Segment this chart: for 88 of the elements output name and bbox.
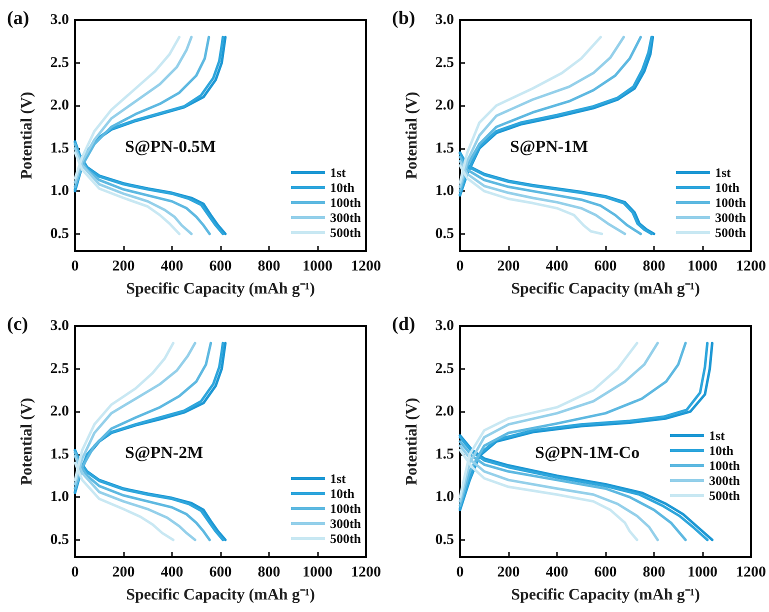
annotation: S@PN-0.5M xyxy=(125,137,216,156)
x-tick-label: 0 xyxy=(71,564,79,580)
legend-label: 500th xyxy=(708,488,741,503)
y-tick-label: 2.5 xyxy=(50,54,69,71)
x-tick-label: 400 xyxy=(546,258,568,274)
x-tick-label: 600 xyxy=(209,564,232,580)
x-tick-label: 1000 xyxy=(688,564,718,580)
x-axis-title: Specific Capacity (mAh g⁻¹) xyxy=(511,280,700,298)
y-axis-title: Potential (V) xyxy=(18,92,36,180)
y-tick-label: 3.0 xyxy=(435,318,454,334)
chart-title: (d) xyxy=(392,314,416,335)
x-tick-label: 1200 xyxy=(736,564,766,580)
legend-label: 500th xyxy=(330,531,362,546)
y-axis-title: Potential (V) xyxy=(404,398,420,486)
y-tick-label: 2.0 xyxy=(50,98,69,114)
y-tick-label: 2.0 xyxy=(50,404,69,420)
x-axis-title: Specific Capacity (mAh g⁻¹) xyxy=(511,586,700,604)
x-tick-label: 200 xyxy=(112,258,135,274)
annotation: S@PN-1M xyxy=(510,137,588,156)
x-tick-label: 400 xyxy=(160,564,184,580)
y-tick-label: 2.5 xyxy=(50,360,69,377)
legend-label: 10th xyxy=(330,180,356,195)
legend-label: 300th xyxy=(714,210,747,225)
x-tick-label: 1200 xyxy=(736,258,766,274)
legend-label: 10th xyxy=(330,486,356,501)
legend-label: 1st xyxy=(714,165,732,180)
y-tick-label: 1.5 xyxy=(50,140,69,156)
x-tick-label: 800 xyxy=(642,258,666,274)
y-tick-label: 0.5 xyxy=(50,532,69,548)
annotation: S@PN-1M-Co xyxy=(535,443,640,462)
x-tick-label: 600 xyxy=(594,564,617,580)
y-tick-label: 3.0 xyxy=(435,12,454,28)
annotation: S@PN-2M xyxy=(125,443,204,462)
chart-title: (c) xyxy=(7,314,28,335)
chart-title: (a) xyxy=(7,8,30,29)
x-axis-title: Specific Capacity (mAh g⁻¹) xyxy=(126,280,315,298)
legend-label: 1st xyxy=(330,165,346,180)
legend-label: 500th xyxy=(714,225,747,240)
x-tick-label: 800 xyxy=(642,564,666,580)
legend-label: 300th xyxy=(708,473,741,488)
x-tick-label: 400 xyxy=(160,258,184,274)
legend-label: 500th xyxy=(330,225,362,240)
legend-label: 10th xyxy=(714,180,740,195)
x-tick-label: 400 xyxy=(546,564,568,580)
legend-label: 100th xyxy=(330,501,362,516)
y-tick-label: 1.0 xyxy=(435,489,454,506)
y-tick-label: 1.0 xyxy=(50,183,69,200)
y-tick-label: 1.5 xyxy=(435,140,454,156)
x-tick-label: 800 xyxy=(258,258,280,274)
y-tick-label: 2.0 xyxy=(435,98,454,114)
x-tick-label: 1000 xyxy=(688,258,718,274)
y-tick-label: 0.5 xyxy=(435,532,454,548)
y-tick-label: 1.0 xyxy=(50,489,69,506)
x-tick-label: 1200 xyxy=(351,258,381,274)
x-tick-label: 0 xyxy=(456,258,464,274)
y-tick-label: 1.0 xyxy=(435,183,454,200)
x-tick-label: 200 xyxy=(112,564,135,580)
x-tick-label: 1000 xyxy=(302,258,332,274)
x-axis-title: Specific Capacity (mAh g⁻¹) xyxy=(126,586,315,604)
y-tick-label: 3.0 xyxy=(50,318,69,334)
x-tick-label: 0 xyxy=(71,258,79,274)
y-tick-label: 1.5 xyxy=(50,446,69,462)
x-tick-label: 1000 xyxy=(302,564,332,580)
legend-label: 1st xyxy=(330,471,346,486)
x-tick-label: 200 xyxy=(497,258,520,274)
legend-label: 100th xyxy=(714,195,747,210)
x-tick-label: 0 xyxy=(456,564,464,580)
legend-label: 1st xyxy=(708,428,726,443)
y-tick-label: 2.0 xyxy=(435,404,454,420)
y-tick-label: 2.5 xyxy=(435,54,454,71)
y-axis-title: Potential (V) xyxy=(404,92,420,180)
x-tick-label: 600 xyxy=(594,258,617,274)
x-tick-label: 200 xyxy=(497,564,520,580)
y-axis-title: Potential (V) xyxy=(18,398,36,486)
y-tick-label: 1.5 xyxy=(435,446,454,462)
y-tick-label: 0.5 xyxy=(50,226,69,242)
legend-label: 100th xyxy=(330,195,362,210)
legend-label: 100th xyxy=(708,458,741,473)
legend-label: 300th xyxy=(330,210,362,225)
chart-title: (b) xyxy=(392,8,416,29)
x-tick-label: 1200 xyxy=(351,564,381,580)
y-tick-label: 2.5 xyxy=(435,360,454,377)
y-tick-label: 0.5 xyxy=(435,226,454,242)
x-tick-label: 600 xyxy=(209,258,232,274)
x-tick-label: 800 xyxy=(258,564,280,580)
legend-label: 10th xyxy=(708,443,734,458)
y-tick-label: 3.0 xyxy=(50,12,69,28)
legend-label: 300th xyxy=(330,516,362,531)
